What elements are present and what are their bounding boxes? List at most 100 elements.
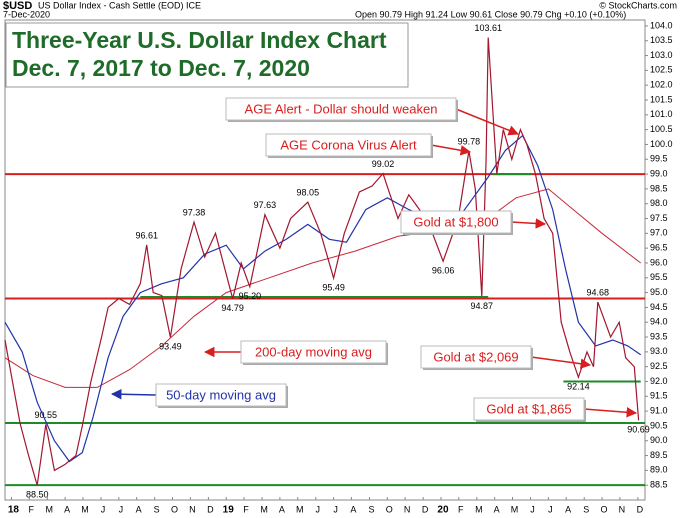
value-label: 93.49 [159,342,182,352]
x-tick-label: A [494,504,500,514]
x-tick-label: M [81,504,89,514]
value-label: 97.63 [254,200,277,210]
x-tick-label: J [101,504,106,514]
y-tick-label: 102.5 [650,65,673,75]
title-box [5,22,409,88]
x-tick-label: J [548,504,553,514]
x-tick-label: J [119,504,124,514]
x-tick-label: N [619,504,626,514]
x-tick-label: O [601,504,608,514]
x-tick-label: J [333,504,338,514]
x-tick-label: F [243,504,249,514]
y-tick-label: 96.5 [650,243,668,253]
chart-title: Three-Year U.S. Dollar Index Chart [12,27,387,53]
value-label: 94.68 [586,287,609,297]
x-tick-label: M [46,504,54,514]
y-tick-label: 102.0 [650,80,673,90]
annotation-box [240,340,387,364]
x-tick-label: S [368,504,374,514]
y-tick-label: 99.0 [650,168,668,178]
date: 7-Dec-2020 [3,9,50,19]
annotation-arrow [455,108,519,136]
annotation-box [265,133,432,157]
plot-frame [4,19,646,501]
y-tick-label: 98.0 [650,198,668,208]
x-tick-label: F [29,504,35,514]
y-tick-label: 92.5 [650,361,668,371]
x-tick-label: D [207,504,214,514]
instrument: US Dollar Index - Cash Settle (EOD) ICE [38,0,201,10]
y-tick-label: 88.5 [650,480,668,490]
value-label: 99.02 [372,159,395,169]
value-label: 88.50 [26,490,49,500]
annotation-arrow [510,218,547,229]
x-tick-label: J [530,504,535,514]
value-label: 97.38 [183,207,206,217]
x-tick-label: A [279,504,285,514]
y-tick-label: 104.0 [650,20,673,30]
annotation-arrow [530,356,592,369]
value-label: 94.87 [471,301,494,311]
x-tick-label: M [296,504,304,514]
y-tick-label: 99.5 [650,154,668,164]
annotation-arrow [430,144,472,156]
y-tick-label: 89.0 [650,465,668,475]
value-label: 96.61 [135,230,158,240]
value-label: 96.06 [432,266,455,276]
x-tick-label: J [316,504,321,514]
annotation: AGE Alert - Dollar should weaken [245,101,438,116]
x-tick-label: M [511,504,519,514]
value-label: 95.20 [239,291,262,301]
plot: 88.50 90.55 96.61 93.49 97.38 94.79 95.20 97.63… [4,23,650,500]
annotation-box [400,210,512,234]
annotation-box [225,97,457,121]
y-tick-label: 101.0 [650,109,673,119]
value-label: 90.55 [35,410,58,420]
y-tick-label: 97.5 [650,213,668,223]
y-tick-label: 95.0 [650,287,668,297]
annotation-box [473,397,585,421]
x-tick-label: D [422,504,429,514]
x-tick-label: F [458,504,464,514]
annotation-box [155,383,287,407]
y-tick-label: 100.5 [650,124,673,134]
series-line [4,188,642,388]
x-tick-label: D [637,504,644,514]
annotation: AGE Corona Virus Alert [280,137,417,152]
annotation-arrow [583,407,638,418]
y-tick-label: 92.0 [650,376,668,386]
y-tick-label: 90.0 [650,435,668,445]
series-line [4,37,640,486]
value-label: 92.14 [567,382,590,392]
x-tick-label: N [404,504,411,514]
y-tick-label: 93.0 [650,346,668,356]
annotation: 200-day moving avg [255,344,372,359]
quote: Open 90.79 High 91.24 Low 90.61 Close 90… [355,9,626,19]
value-label: 103.61 [474,23,502,33]
y-tick-label: 93.5 [650,331,668,341]
y-tick-label: 89.5 [650,450,668,460]
credit: © StockCharts.com [599,0,677,10]
y-tick-label: 100.0 [650,139,673,149]
y-tick-label: 95.5 [650,272,668,282]
x-tick-label: O [386,504,393,514]
value-label: 95.49 [322,282,345,292]
y-tick-label: 103.5 [650,35,673,45]
y-tick-label: 103.0 [650,50,673,60]
x-tick-label: S [154,504,160,514]
annotation-box [420,345,532,369]
series-line [4,134,642,463]
y-tick-label: 94.0 [650,317,668,327]
annotation: Gold at $2,069 [433,349,518,364]
value-label: 90.69 [627,425,650,435]
y-tick-label: 97.0 [650,228,668,238]
y-tick-label: 91.0 [650,405,668,415]
x-tick-label: 20 [437,505,449,516]
annotation-arrow [110,388,157,400]
y-tick-label: 90.5 [650,420,668,430]
x-tick-label: S [583,504,589,514]
x-tick-label: A [350,504,356,514]
symbol: $USD [3,0,32,12]
x-tick-label: O [171,504,178,514]
annotation: 50-day moving avg [166,387,276,402]
